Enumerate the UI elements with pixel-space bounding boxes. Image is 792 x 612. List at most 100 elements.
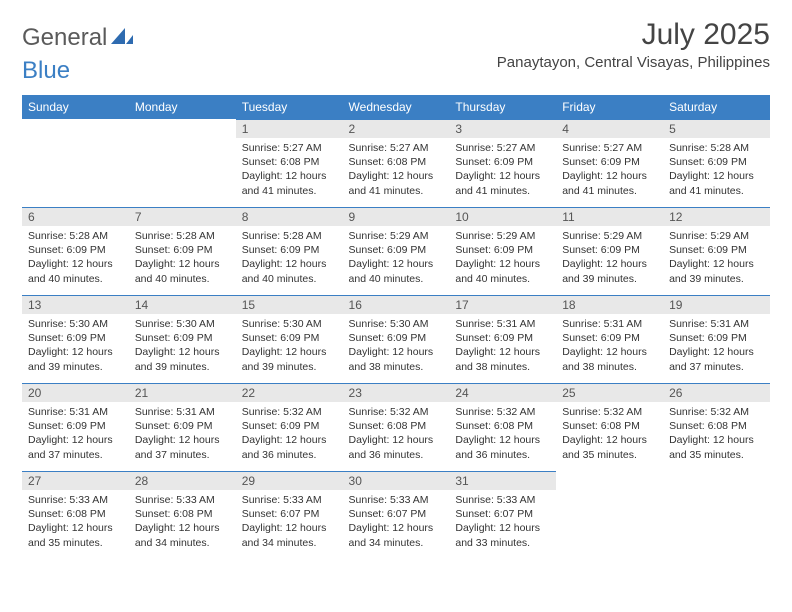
sunrise-line: Sunrise: 5:30 AM	[135, 317, 230, 331]
daylight-line: Daylight: 12 hours and 36 minutes.	[349, 433, 444, 461]
calendar-row: 27Sunrise: 5:33 AMSunset: 6:08 PMDayligh…	[22, 471, 770, 559]
day-cell: 2Sunrise: 5:27 AMSunset: 6:08 PMDaylight…	[343, 119, 450, 207]
daylight-line: Daylight: 12 hours and 36 minutes.	[455, 433, 550, 461]
day-body: Sunrise: 5:32 AMSunset: 6:09 PMDaylight:…	[236, 402, 343, 468]
day-number: 22	[236, 383, 343, 402]
sunrise-line: Sunrise: 5:31 AM	[28, 405, 123, 419]
day-number: 7	[129, 207, 236, 226]
logo-text-general: General	[22, 24, 107, 52]
daylight-line: Daylight: 12 hours and 37 minutes.	[28, 433, 123, 461]
empty-cell: .	[129, 119, 236, 207]
sunset-line: Sunset: 6:09 PM	[669, 155, 764, 169]
day-cell: 4Sunrise: 5:27 AMSunset: 6:09 PMDaylight…	[556, 119, 663, 207]
day-cell: 18Sunrise: 5:31 AMSunset: 6:09 PMDayligh…	[556, 295, 663, 383]
weekday-thursday: Thursday	[449, 95, 556, 119]
month-title: July 2025	[497, 18, 770, 52]
day-body: Sunrise: 5:27 AMSunset: 6:08 PMDaylight:…	[236, 138, 343, 204]
day-cell: 17Sunrise: 5:31 AMSunset: 6:09 PMDayligh…	[449, 295, 556, 383]
sunset-line: Sunset: 6:08 PM	[455, 419, 550, 433]
day-body: Sunrise: 5:30 AMSunset: 6:09 PMDaylight:…	[129, 314, 236, 380]
day-cell: 3Sunrise: 5:27 AMSunset: 6:09 PMDaylight…	[449, 119, 556, 207]
sunrise-line: Sunrise: 5:33 AM	[242, 493, 337, 507]
sunset-line: Sunset: 6:09 PM	[455, 155, 550, 169]
sunrise-line: Sunrise: 5:30 AM	[349, 317, 444, 331]
day-body: Sunrise: 5:31 AMSunset: 6:09 PMDaylight:…	[663, 314, 770, 380]
empty-cell: .	[22, 119, 129, 207]
daylight-line: Daylight: 12 hours and 40 minutes.	[455, 257, 550, 285]
day-body: Sunrise: 5:33 AMSunset: 6:08 PMDaylight:…	[129, 490, 236, 556]
sunset-line: Sunset: 6:09 PM	[28, 243, 123, 257]
sunset-line: Sunset: 6:09 PM	[562, 243, 657, 257]
logo-sail-icon	[111, 26, 133, 51]
day-number: 16	[343, 295, 450, 314]
day-number: 24	[449, 383, 556, 402]
day-body: Sunrise: 5:30 AMSunset: 6:09 PMDaylight:…	[22, 314, 129, 380]
day-body: Sunrise: 5:30 AMSunset: 6:09 PMDaylight:…	[343, 314, 450, 380]
sunset-line: Sunset: 6:09 PM	[28, 331, 123, 345]
day-number: 1	[236, 119, 343, 138]
calendar-table: SundayMondayTuesdayWednesdayThursdayFrid…	[22, 95, 770, 559]
sunrise-line: Sunrise: 5:27 AM	[562, 141, 657, 155]
day-cell: 6Sunrise: 5:28 AMSunset: 6:09 PMDaylight…	[22, 207, 129, 295]
day-cell: 20Sunrise: 5:31 AMSunset: 6:09 PMDayligh…	[22, 383, 129, 471]
sunset-line: Sunset: 6:09 PM	[349, 331, 444, 345]
day-cell: 15Sunrise: 5:30 AMSunset: 6:09 PMDayligh…	[236, 295, 343, 383]
daylight-line: Daylight: 12 hours and 41 minutes.	[349, 169, 444, 197]
weekday-monday: Monday	[129, 95, 236, 119]
day-body: Sunrise: 5:31 AMSunset: 6:09 PMDaylight:…	[556, 314, 663, 380]
day-cell: 23Sunrise: 5:32 AMSunset: 6:08 PMDayligh…	[343, 383, 450, 471]
daylight-line: Daylight: 12 hours and 39 minutes.	[562, 257, 657, 285]
sunrise-line: Sunrise: 5:29 AM	[349, 229, 444, 243]
logo: General	[22, 24, 135, 52]
sunrise-line: Sunrise: 5:30 AM	[242, 317, 337, 331]
day-cell: 26Sunrise: 5:32 AMSunset: 6:08 PMDayligh…	[663, 383, 770, 471]
day-body: Sunrise: 5:28 AMSunset: 6:09 PMDaylight:…	[663, 138, 770, 204]
day-number: 18	[556, 295, 663, 314]
daylight-line: Daylight: 12 hours and 38 minutes.	[455, 345, 550, 373]
day-cell: 29Sunrise: 5:33 AMSunset: 6:07 PMDayligh…	[236, 471, 343, 559]
sunrise-line: Sunrise: 5:28 AM	[669, 141, 764, 155]
sunrise-line: Sunrise: 5:29 AM	[669, 229, 764, 243]
sunrise-line: Sunrise: 5:28 AM	[28, 229, 123, 243]
day-body: Sunrise: 5:32 AMSunset: 6:08 PMDaylight:…	[343, 402, 450, 468]
day-cell: 11Sunrise: 5:29 AMSunset: 6:09 PMDayligh…	[556, 207, 663, 295]
day-cell: 31Sunrise: 5:33 AMSunset: 6:07 PMDayligh…	[449, 471, 556, 559]
day-number: 28	[129, 471, 236, 490]
day-body: Sunrise: 5:27 AMSunset: 6:09 PMDaylight:…	[556, 138, 663, 204]
day-body: Sunrise: 5:29 AMSunset: 6:09 PMDaylight:…	[449, 226, 556, 292]
day-body: Sunrise: 5:28 AMSunset: 6:09 PMDaylight:…	[22, 226, 129, 292]
daylight-line: Daylight: 12 hours and 38 minutes.	[562, 345, 657, 373]
day-cell: 8Sunrise: 5:28 AMSunset: 6:09 PMDaylight…	[236, 207, 343, 295]
sunrise-line: Sunrise: 5:33 AM	[349, 493, 444, 507]
day-cell: 24Sunrise: 5:32 AMSunset: 6:08 PMDayligh…	[449, 383, 556, 471]
daylight-line: Daylight: 12 hours and 34 minutes.	[242, 521, 337, 549]
weekday-header-row: SundayMondayTuesdayWednesdayThursdayFrid…	[22, 95, 770, 119]
day-number: 15	[236, 295, 343, 314]
sunset-line: Sunset: 6:07 PM	[349, 507, 444, 521]
sunset-line: Sunset: 6:09 PM	[455, 331, 550, 345]
sunrise-line: Sunrise: 5:28 AM	[242, 229, 337, 243]
empty-cell: .	[556, 471, 663, 559]
calendar-row: 6Sunrise: 5:28 AMSunset: 6:09 PMDaylight…	[22, 207, 770, 295]
day-cell: 19Sunrise: 5:31 AMSunset: 6:09 PMDayligh…	[663, 295, 770, 383]
daylight-line: Daylight: 12 hours and 36 minutes.	[242, 433, 337, 461]
calendar-row: ..1Sunrise: 5:27 AMSunset: 6:08 PMDaylig…	[22, 119, 770, 207]
sunset-line: Sunset: 6:08 PM	[669, 419, 764, 433]
day-cell: 21Sunrise: 5:31 AMSunset: 6:09 PMDayligh…	[129, 383, 236, 471]
sunrise-line: Sunrise: 5:33 AM	[455, 493, 550, 507]
day-number: 11	[556, 207, 663, 226]
sunset-line: Sunset: 6:09 PM	[669, 243, 764, 257]
sunset-line: Sunset: 6:08 PM	[242, 155, 337, 169]
day-cell: 7Sunrise: 5:28 AMSunset: 6:09 PMDaylight…	[129, 207, 236, 295]
daylight-line: Daylight: 12 hours and 39 minutes.	[242, 345, 337, 373]
sunrise-line: Sunrise: 5:32 AM	[242, 405, 337, 419]
day-body: Sunrise: 5:33 AMSunset: 6:07 PMDaylight:…	[449, 490, 556, 556]
daylight-line: Daylight: 12 hours and 41 minutes.	[562, 169, 657, 197]
weekday-saturday: Saturday	[663, 95, 770, 119]
daylight-line: Daylight: 12 hours and 34 minutes.	[349, 521, 444, 549]
sunrise-line: Sunrise: 5:32 AM	[349, 405, 444, 419]
daylight-line: Daylight: 12 hours and 41 minutes.	[242, 169, 337, 197]
day-number: 2	[343, 119, 450, 138]
day-body: Sunrise: 5:32 AMSunset: 6:08 PMDaylight:…	[556, 402, 663, 468]
sunset-line: Sunset: 6:07 PM	[242, 507, 337, 521]
